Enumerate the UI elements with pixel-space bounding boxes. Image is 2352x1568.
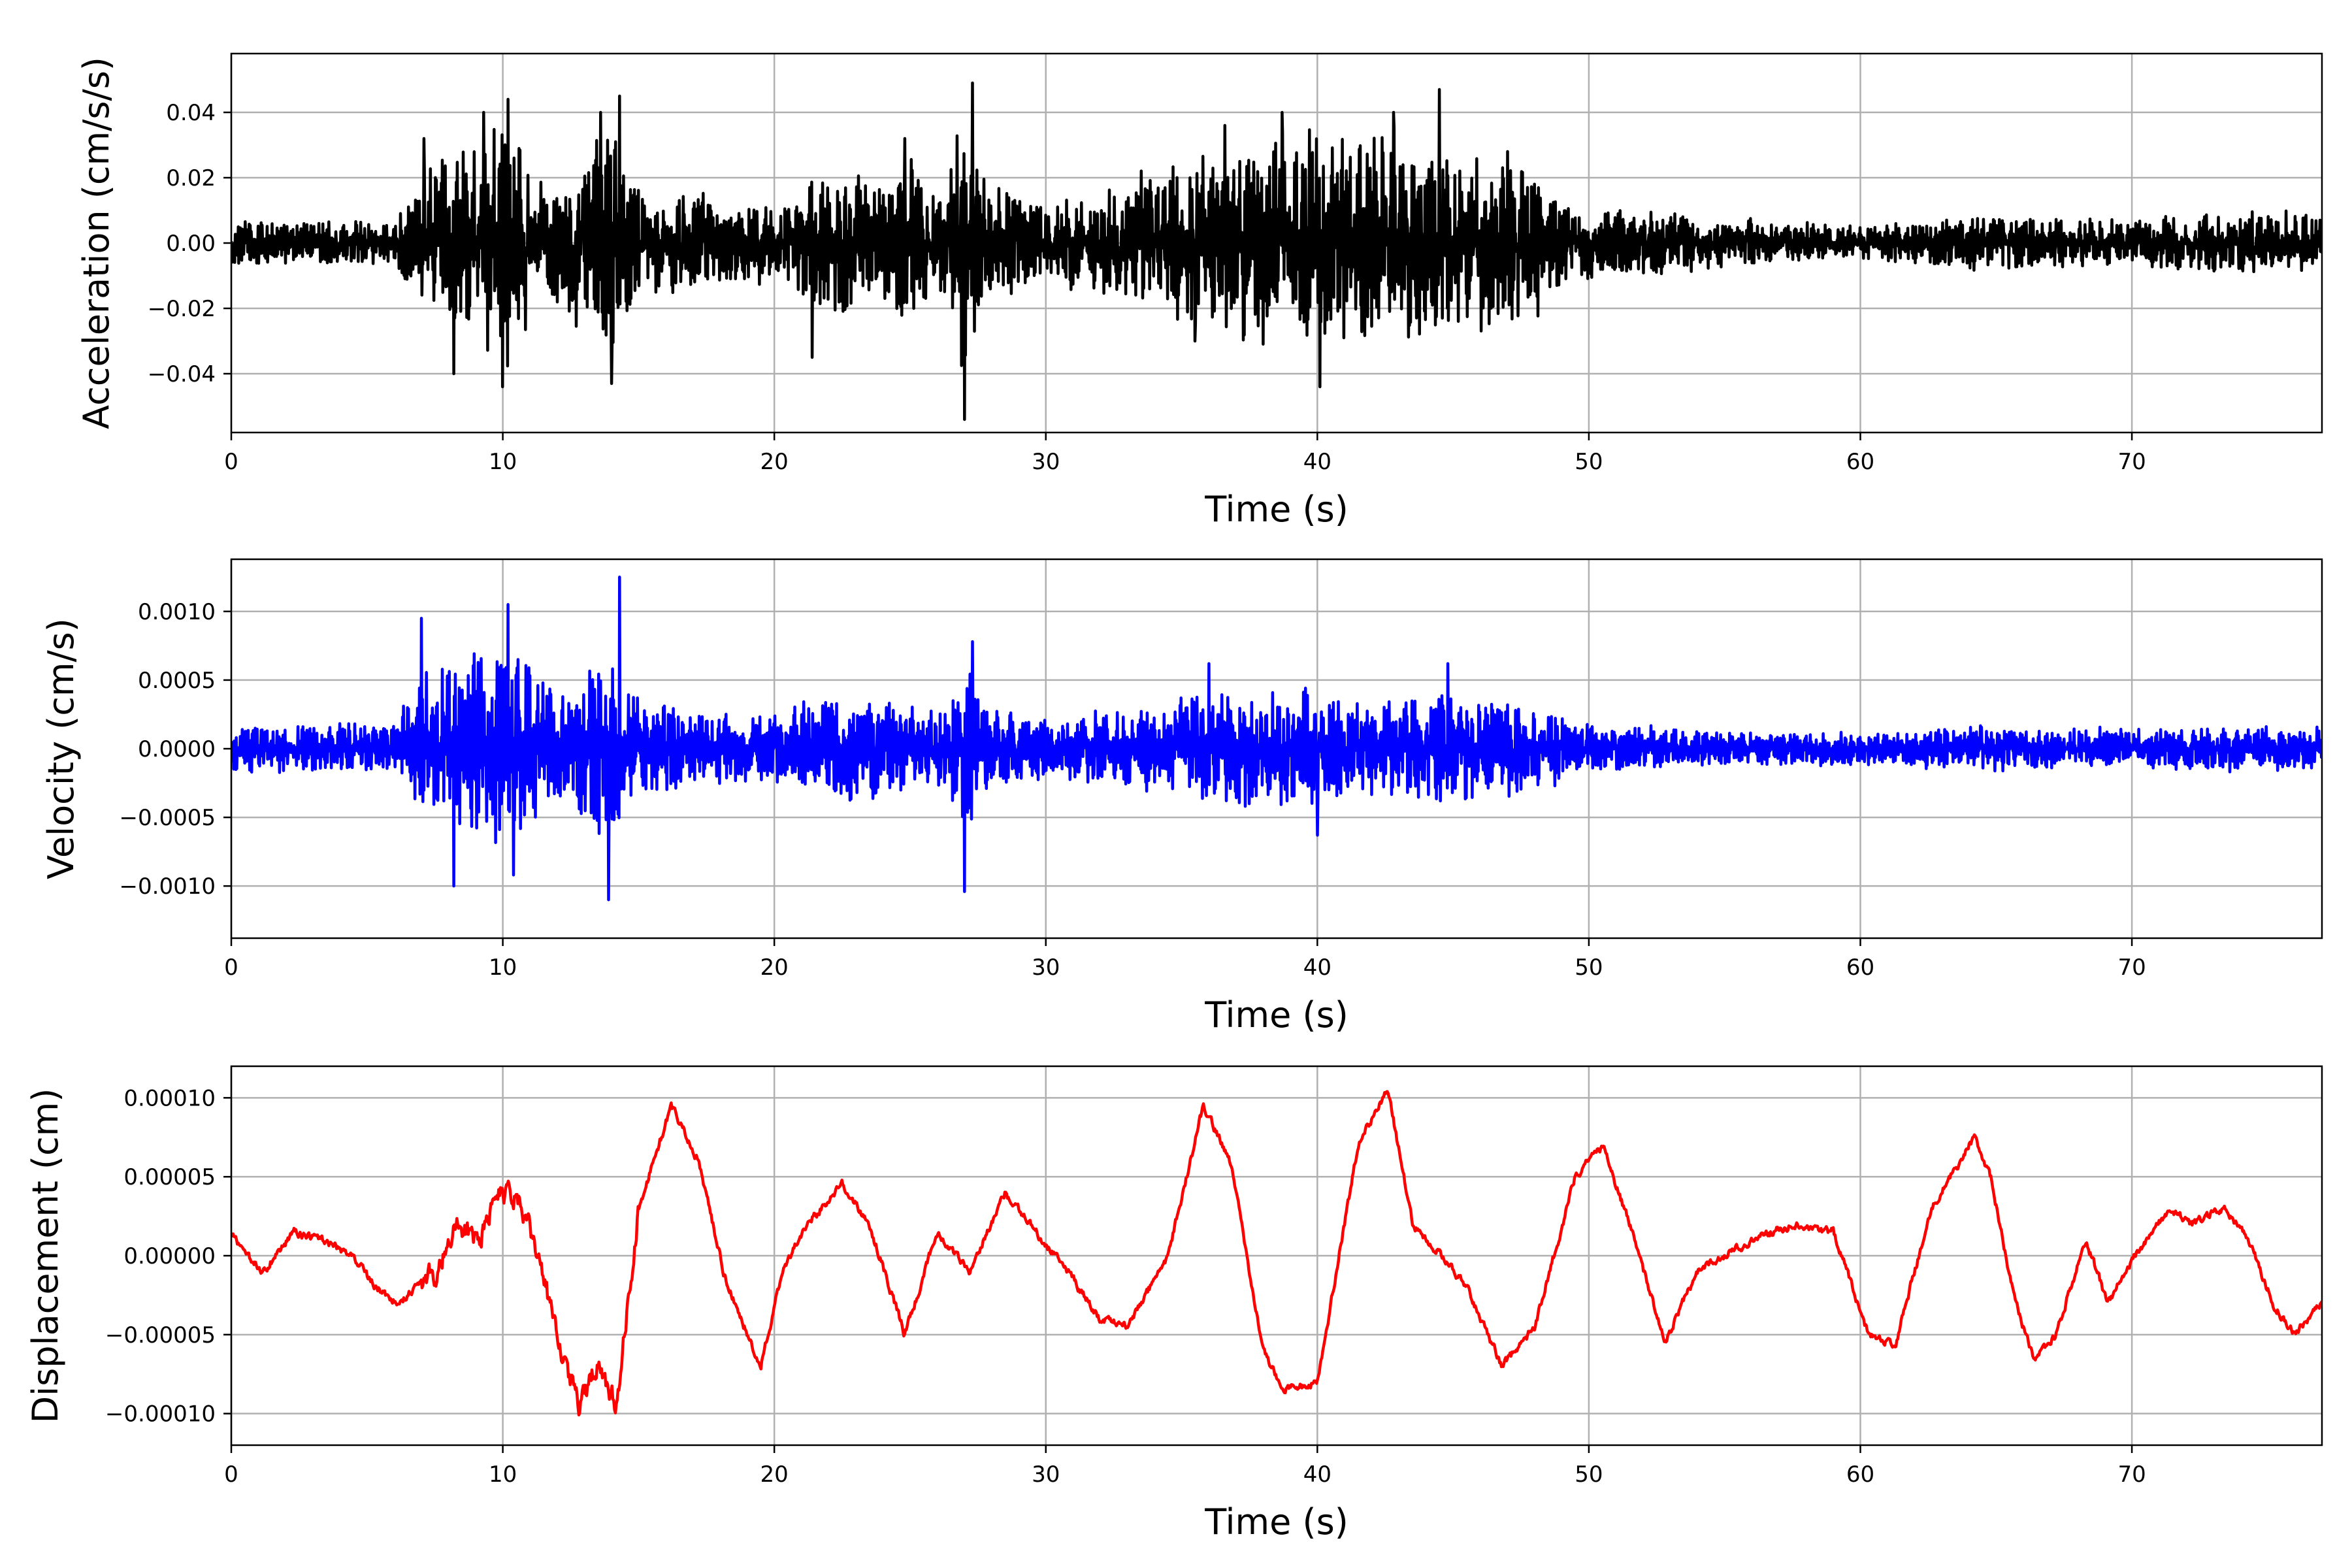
displacement-ytick-label: −0.00005 (105, 1322, 216, 1348)
acceleration-yaxis-label: Acceleration (cm/s/s) (76, 57, 117, 429)
velocity-ytick-label: 0.0005 (138, 668, 216, 694)
acceleration-series-line (231, 81, 2322, 421)
acceleration-xtick-label: 60 (1846, 449, 1874, 475)
acceleration-ytick-label: 0.04 (166, 100, 216, 126)
acceleration-xtick-label: 20 (760, 449, 789, 475)
displacement-xaxis-label: Time (s) (1204, 1501, 1348, 1543)
velocity-xtick-label: 20 (760, 955, 789, 981)
displacement-xtick-label: 40 (1303, 1462, 1331, 1488)
velocity-xtick-label: 30 (1032, 955, 1060, 981)
acceleration-xaxis-label: Time (s) (1204, 489, 1348, 530)
displacement-series-line (231, 1090, 2322, 1417)
velocity-xtick-label: 60 (1846, 955, 1874, 981)
velocity-ytick-label: 0.0010 (138, 599, 216, 625)
acceleration-ytick-label: −0.02 (148, 296, 216, 322)
velocity-ytick-label: −0.0010 (120, 874, 216, 900)
velocity-xtick-label: 50 (1575, 955, 1603, 981)
displacement-xtick-label: 0 (224, 1462, 238, 1488)
displacement-xtick-label: 30 (1032, 1462, 1060, 1488)
acceleration-xtick-label: 0 (224, 449, 238, 475)
displacement-yaxis-label: Displacement (cm) (25, 1088, 66, 1424)
acceleration-xtick-label: 10 (489, 449, 517, 475)
velocity-xaxis-label: Time (s) (1204, 994, 1348, 1036)
acceleration-panel: 0 10 20 30 40 50 60 70 −0.04 −0.02 0.00 0.02 0.04 Tim… (76, 52, 2323, 530)
displacement-ytick-label: −0.00010 (105, 1401, 216, 1428)
acceleration-xtick-label: 50 (1575, 449, 1603, 475)
displacement-xtick-label: 50 (1575, 1462, 1603, 1488)
velocity-series-line (231, 576, 2322, 902)
acceleration-ytick-label: 0.02 (166, 165, 216, 191)
velocity-xtick-label: 40 (1303, 955, 1331, 981)
acceleration-xtick-label: 70 (2117, 449, 2146, 475)
displacement-xtick-label: 10 (489, 1462, 517, 1488)
velocity-yaxis-label: Velocity (cm/s) (41, 618, 82, 879)
velocity-ytick-label: 0.0000 (138, 736, 216, 762)
displacement-xtick-label: 70 (2117, 1462, 2146, 1488)
displacement-xtick-label: 60 (1846, 1462, 1874, 1488)
acceleration-xtick-label: 40 (1303, 449, 1331, 475)
displacement-panel: 0 10 20 30 40 50 60 70 −0.00010 −0.00005 0.00000 0.… (25, 1065, 2323, 1543)
velocity-xtick-label: 70 (2117, 955, 2146, 981)
displacement-ytick-label: 0.00010 (123, 1085, 216, 1111)
velocity-xtick-label: 10 (489, 955, 517, 981)
displacement-ytick-label: 0.00000 (123, 1243, 216, 1269)
displacement-xtick-label: 20 (760, 1462, 789, 1488)
displacement-ytick-label: 0.00005 (123, 1164, 216, 1190)
acceleration-ytick-label: −0.04 (148, 361, 216, 387)
velocity-panel: 0 10 20 30 40 50 60 70 −0.0010 −0.0005 0.0000 0.000… (41, 558, 2323, 1036)
acceleration-ytick-label: 0.00 (166, 231, 216, 257)
acceleration-xtick-label: 30 (1032, 449, 1060, 475)
velocity-xtick-label: 0 (224, 955, 238, 981)
velocity-ytick-label: −0.0005 (120, 805, 216, 831)
